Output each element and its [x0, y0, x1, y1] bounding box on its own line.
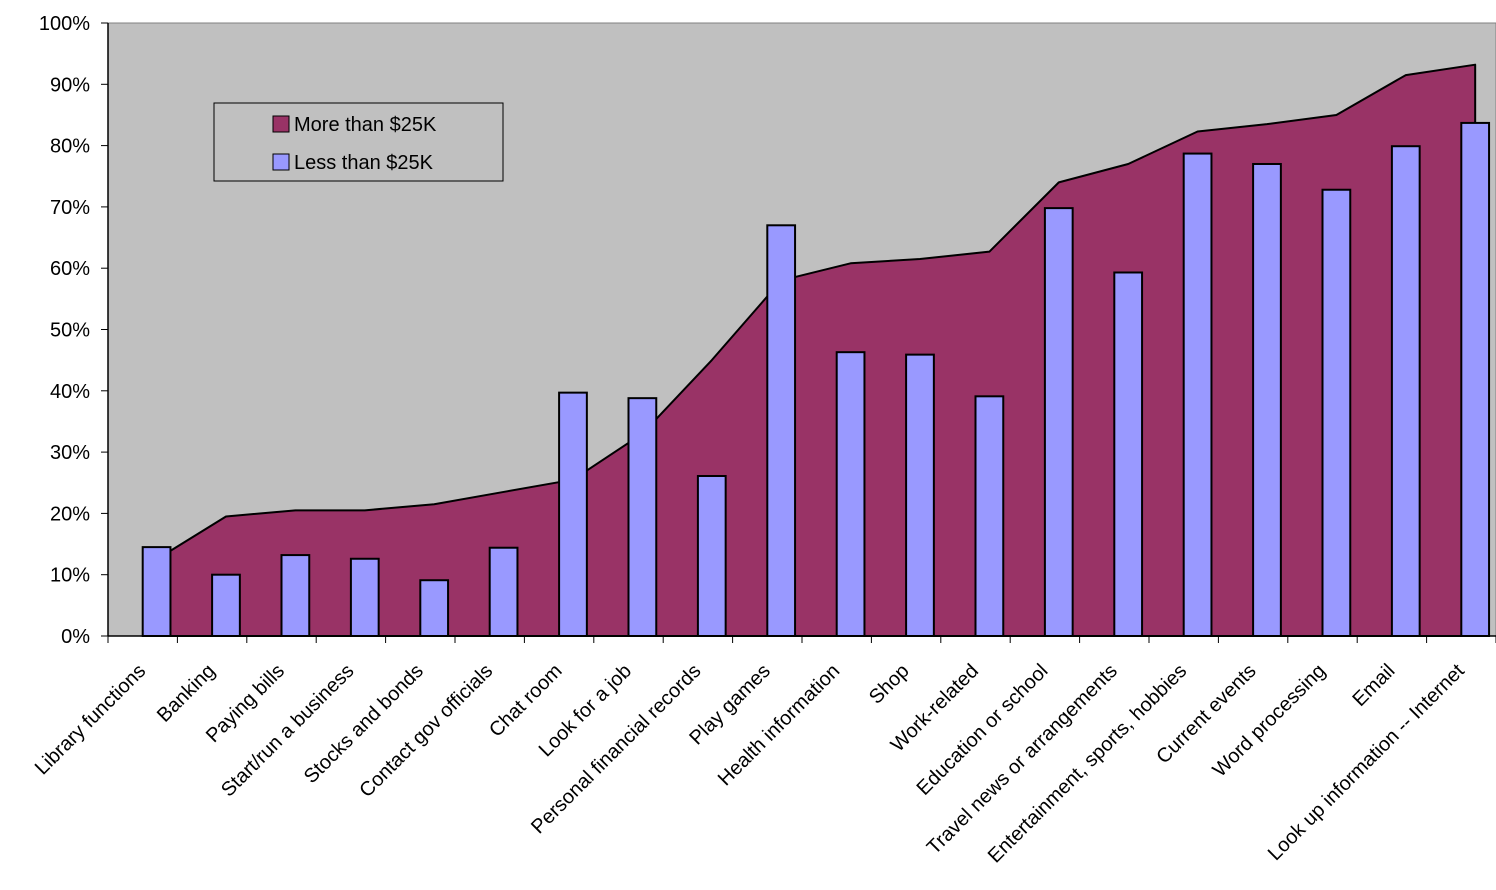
- bar-less-than-25k: [627, 397, 658, 637]
- y-tick-label: 70%: [50, 197, 90, 219]
- legend: More than $25K Less than $25K: [213, 102, 504, 182]
- y-tick-label: 10%: [50, 565, 90, 587]
- bar-less-than-25k: [766, 224, 797, 637]
- bar-less-than-25k: [1043, 207, 1074, 637]
- bar-less-than-25k: [1113, 271, 1144, 637]
- bar-less-than-25k: [280, 554, 311, 637]
- x-category-label: Library functions: [31, 660, 150, 779]
- bar-less-than-25k: [1252, 162, 1282, 638]
- legend-box: [213, 102, 504, 182]
- y-tick-label: 60%: [50, 258, 90, 280]
- x-category-label: Stocks and bonds: [300, 660, 428, 788]
- area-series-more-than-25k: [155, 63, 1477, 637]
- bar-less-than-25k: [696, 475, 727, 637]
- bar-less-than-25k: [211, 573, 241, 638]
- x-category-label: Contact gov officials: [355, 660, 497, 802]
- bar-less-than-25k: [835, 351, 866, 637]
- x-category-label: Education or school: [913, 660, 1053, 800]
- bar-less-than-25k: [419, 579, 450, 637]
- y-tick-label: 0%: [61, 626, 90, 648]
- bar-less-than-25k: [488, 546, 519, 638]
- y-tick-label: 40%: [50, 381, 90, 403]
- bar-less-than-25k: [1182, 152, 1213, 637]
- bar-less-than-25k: [141, 546, 172, 637]
- legend-swatch-less: [272, 153, 290, 171]
- legend-label-less: Less than $25K: [294, 152, 434, 174]
- bar-less-than-25k: [905, 353, 935, 637]
- x-category-label: Banking: [153, 660, 220, 727]
- y-tick-label: 50%: [50, 320, 90, 342]
- legend-label-more: More than $25K: [294, 114, 437, 136]
- bar-less-than-25k: [1321, 188, 1352, 637]
- bar-less-than-25k: [558, 391, 588, 637]
- y-tick-label: 30%: [50, 442, 90, 464]
- y-tick-label: 100%: [39, 13, 90, 35]
- x-category-label: Email: [1349, 660, 1400, 711]
- y-tick-label: 90%: [50, 74, 90, 96]
- x-category-label: Health information: [714, 660, 844, 790]
- y-tick-label: 20%: [50, 503, 90, 525]
- x-category-label: Start/run a business: [217, 660, 358, 801]
- legend-swatch-more: [272, 115, 290, 133]
- y-tick-label: 80%: [50, 136, 90, 158]
- x-category-label: Shop: [865, 660, 914, 709]
- bar-less-than-25k: [1390, 145, 1421, 637]
- bar-less-than-25k: [974, 395, 1005, 637]
- bar-less-than-25k: [1460, 121, 1491, 637]
- bar-less-than-25k: [349, 557, 380, 638]
